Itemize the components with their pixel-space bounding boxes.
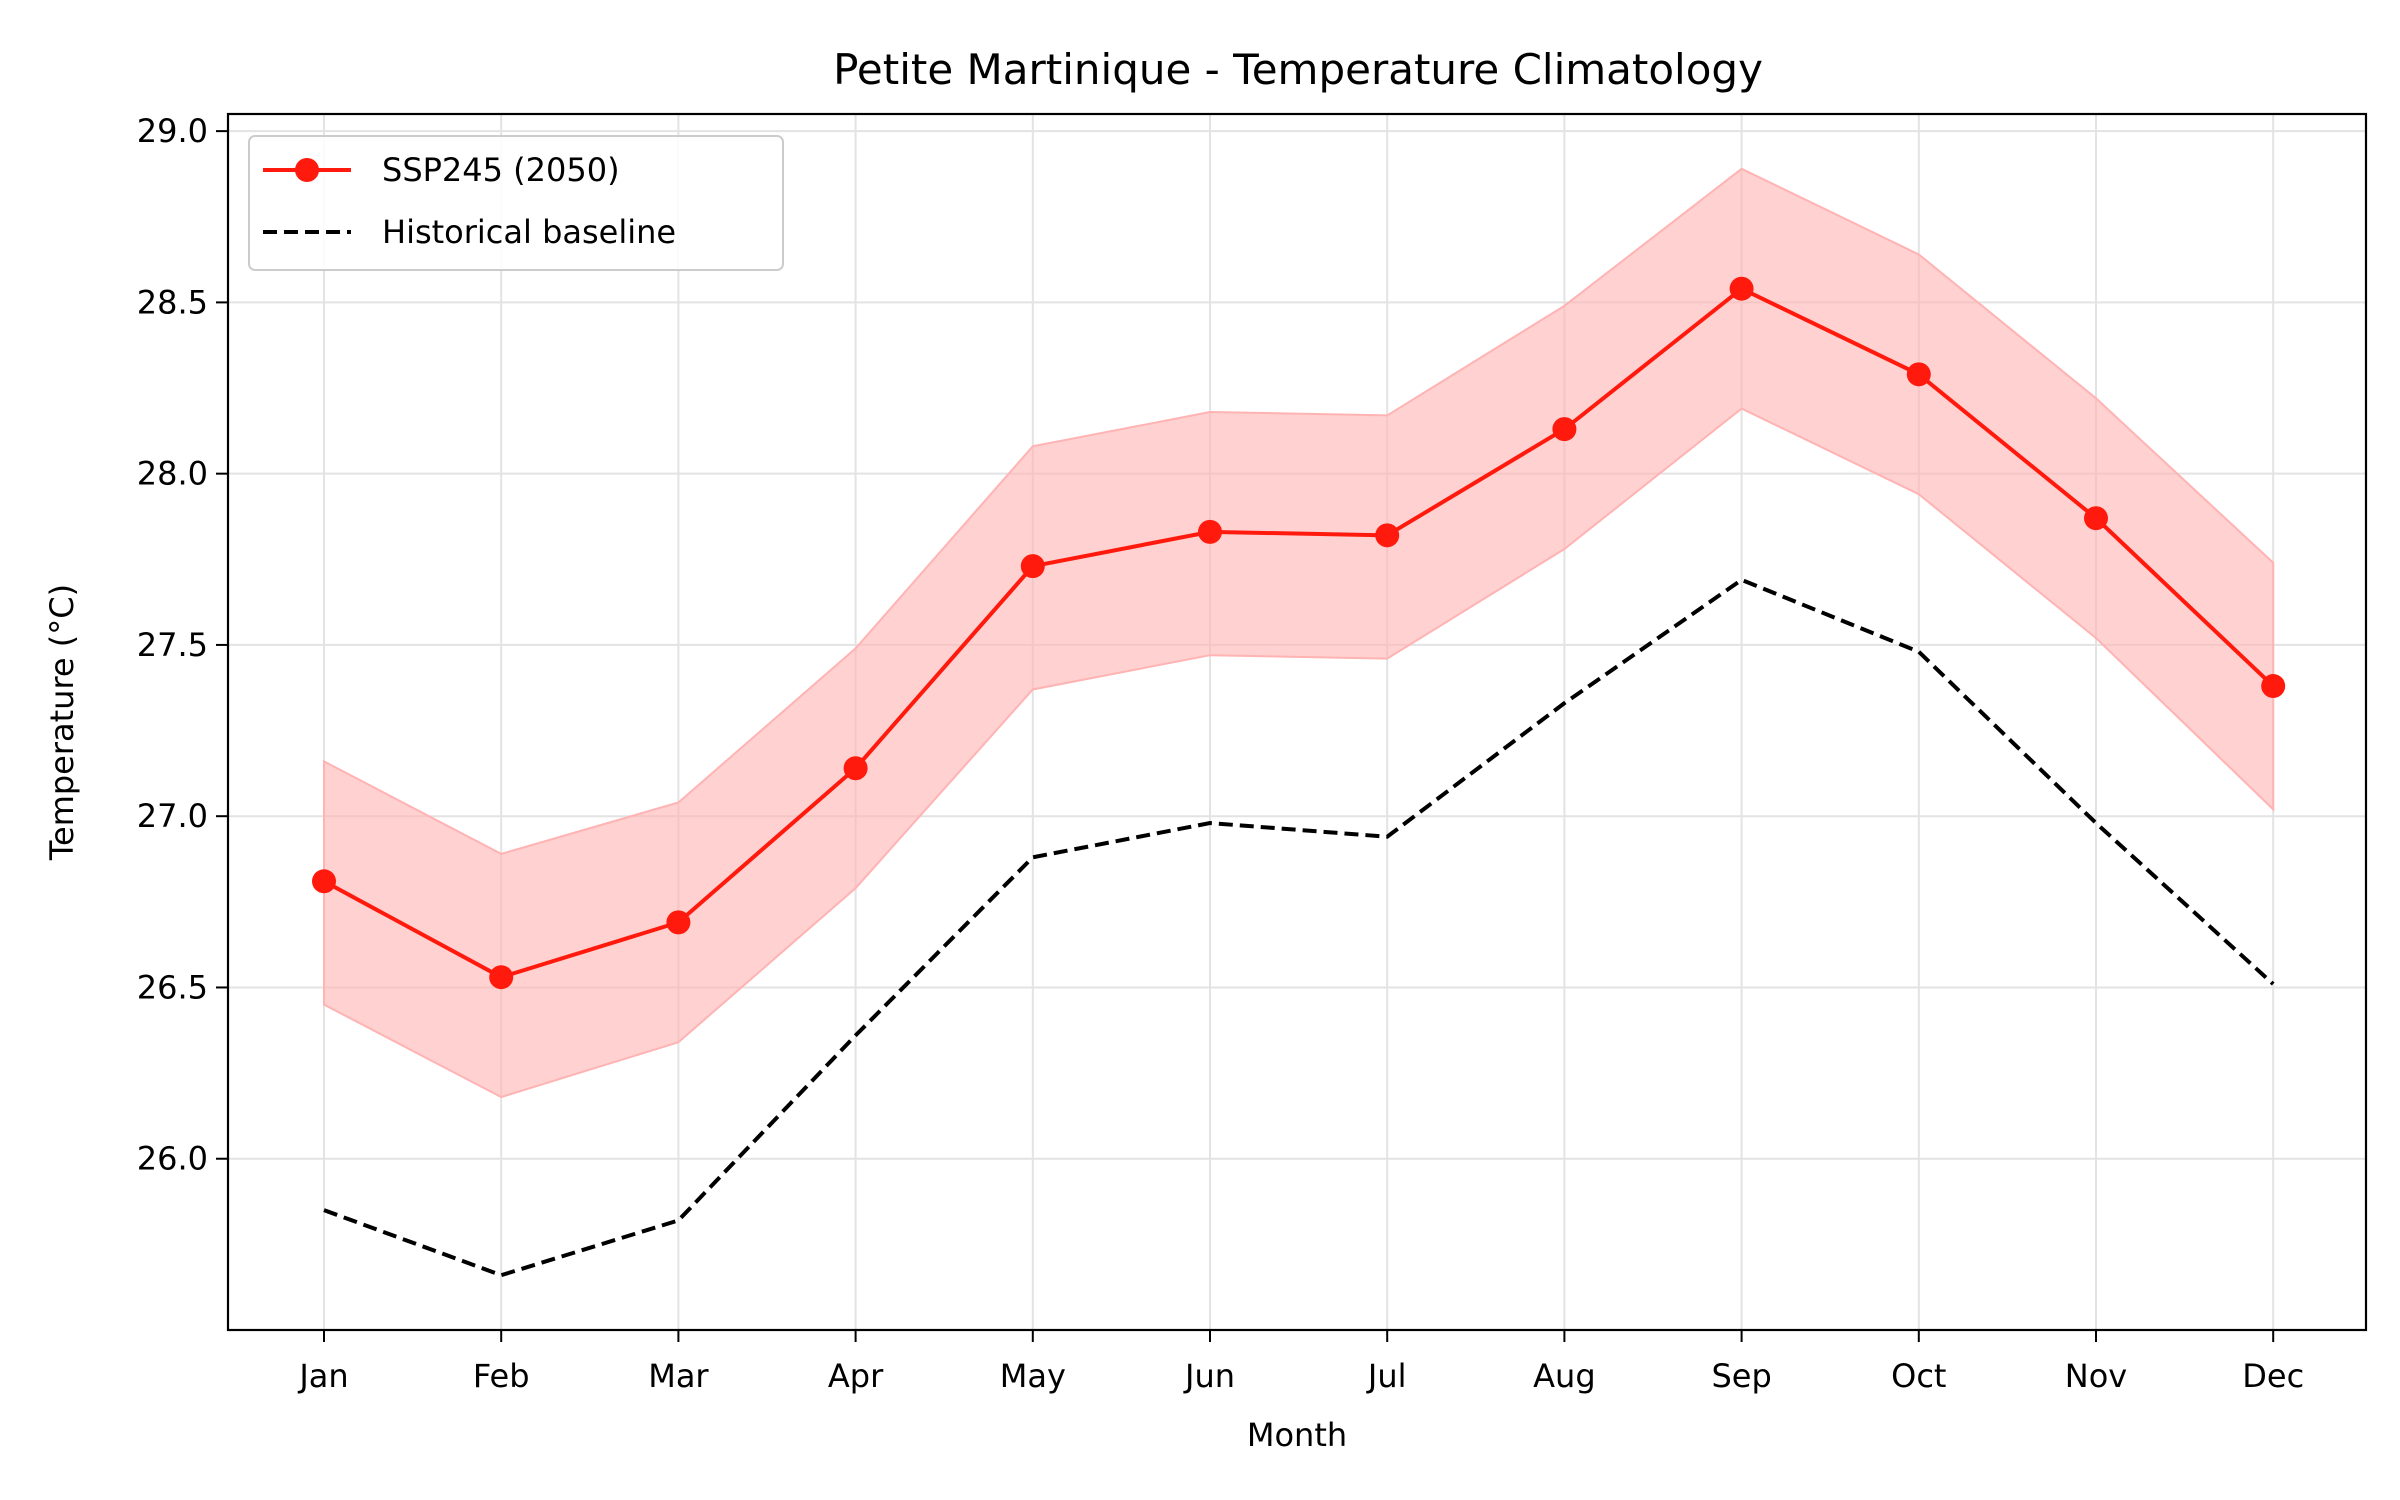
x-tick-label: May [1000,1357,1066,1395]
legend-ssp245-marker [295,158,319,182]
ssp245-point [2261,674,2286,699]
ssp245-point [843,756,868,781]
ssp245-line [323,286,2275,980]
y-tick-label: 28.0 [137,455,208,493]
ssp245-uncertainty-band [323,167,2275,1099]
ssp245-point [312,869,336,894]
x-tick-label: Mar [648,1357,709,1395]
ssp245-point [1552,417,1577,442]
x-tick-label: Jun [1183,1357,1235,1395]
ssp245-band-area [323,167,2275,1099]
legend: SSP245 (2050) Historical baseline [248,135,784,271]
chart-title: Petite Martinique - Temperature Climatol… [833,45,1763,94]
y-tick-label: 26.0 [137,1140,208,1178]
x-tick-label: Nov [2065,1357,2127,1395]
x-tick-label: Apr [828,1357,884,1395]
x-tick-label: Oct [1891,1357,1946,1395]
legend-historical-label: Historical baseline [382,213,676,251]
x-axis-ticks: Jan Feb Mar Apr May Jun Jul Aug Sep Oct Nov Dec [297,1330,2304,1395]
ssp245-point [489,965,514,990]
y-tick-label: 26.5 [137,968,208,1006]
y-tick-label: 28.5 [137,283,208,321]
legend-box [248,135,784,271]
ssp245-point [1375,523,1400,548]
y-axis-ticks: 26.0 26.5 27.0 27.5 28.0 28.5 29.0 [137,112,228,1178]
x-tick-label: Aug [1533,1357,1595,1395]
ssp245-point [1020,554,1045,579]
ssp245-point [1729,276,1754,301]
legend-ssp245-label: SSP245 (2050) [382,151,620,189]
plot-frame [226,112,2368,1332]
y-tick-label: 27.5 [137,626,208,664]
ssp245-point [666,910,691,935]
y-tick-label: 29.0 [137,112,208,150]
x-tick-label: Sep [1711,1357,1771,1395]
y-axis-label: Temperature (°C) [43,584,81,861]
ssp245-point [1906,362,1931,387]
x-tick-label: Jan [297,1357,348,1395]
x-tick-label: Jul [1366,1357,1407,1395]
ssp245-point [2084,506,2108,531]
historical-baseline-line [323,577,2275,1278]
x-tick-label: Feb [473,1357,530,1395]
x-axis-label: Month [1247,1416,1347,1454]
series-lines [312,276,2286,1278]
x-tick-label: Dec [2242,1357,2304,1395]
ssp245-point [1198,519,1222,544]
y-tick-label: 27.0 [137,797,208,835]
